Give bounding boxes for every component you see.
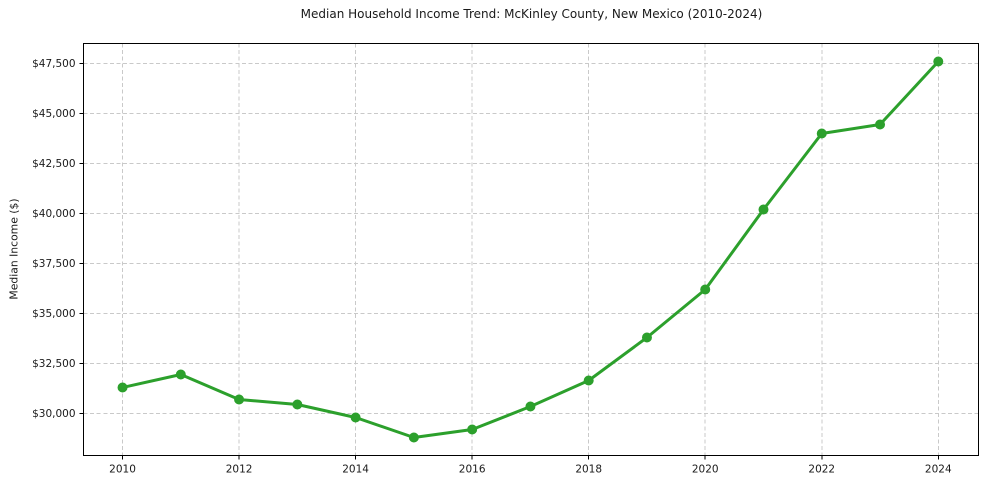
- data-point: [641, 332, 652, 343]
- y-tick-label: $35,000: [32, 308, 75, 320]
- data-point: [175, 369, 186, 380]
- y-tick-label: $37,500: [32, 258, 75, 270]
- data-point: [933, 56, 944, 67]
- x-tick-label: 2020: [692, 464, 719, 476]
- x-tick-label: 2018: [575, 464, 602, 476]
- data-point: [583, 375, 594, 386]
- trend-line: [121, 60, 940, 439]
- x-tick-label: 2010: [109, 464, 136, 476]
- data-point: [234, 394, 245, 405]
- y-tick-label: $47,500: [32, 58, 75, 70]
- x-tick-label: 2022: [808, 464, 835, 476]
- data-point: [525, 401, 536, 412]
- data-point: [350, 412, 361, 423]
- data-point: [700, 284, 711, 295]
- x-tick-label: 2014: [342, 464, 369, 476]
- data-point: [758, 204, 769, 215]
- data-point: [875, 119, 886, 130]
- data-point: [408, 432, 419, 443]
- chart-title: Median Household Income Trend: McKinley …: [300, 7, 763, 21]
- x-tick-label: 2024: [925, 464, 952, 476]
- x-tick-label: 2016: [459, 464, 486, 476]
- y-tick-label: $40,000: [32, 208, 75, 220]
- y-tick-label: $42,500: [32, 158, 75, 170]
- y-tick-label: $30,000: [32, 408, 75, 420]
- x-tick-label: 2012: [226, 464, 253, 476]
- plot-border: [83, 43, 979, 456]
- data-point: [117, 382, 128, 393]
- y-tick-label: $45,000: [32, 108, 75, 120]
- data-point: [467, 424, 478, 435]
- data-point: [816, 128, 827, 139]
- data-point: [292, 399, 303, 410]
- y-tick-label: $32,500: [32, 358, 75, 370]
